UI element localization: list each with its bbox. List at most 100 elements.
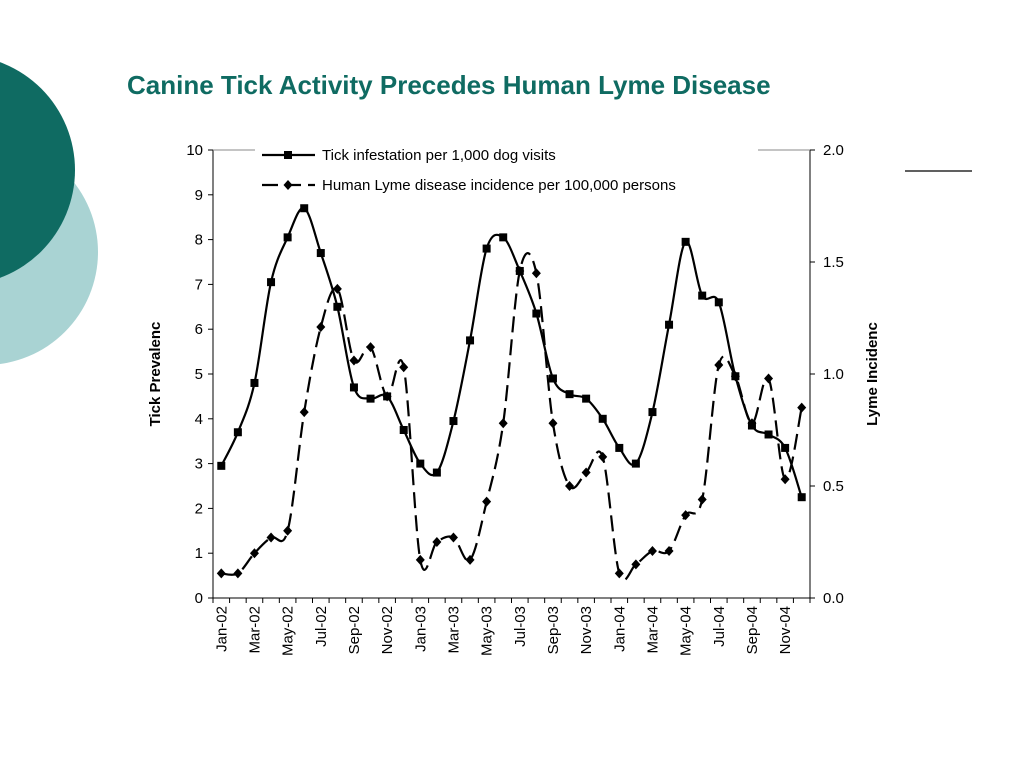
x-tick-label: Jul-04 xyxy=(711,606,728,647)
data-point-tick-infestation xyxy=(631,459,640,468)
data-point-lyme-incidence xyxy=(797,402,807,413)
data-point-lyme-incidence xyxy=(515,265,525,276)
data-point-lyme-incidence xyxy=(747,418,757,429)
legend-marker-lyme-incidence xyxy=(283,180,293,190)
y-right-tick-label: 0.0 xyxy=(823,590,844,607)
x-tick-label: May-03 xyxy=(479,606,496,656)
data-point-lyme-incidence xyxy=(448,532,458,543)
data-point-tick-infestation xyxy=(565,390,574,399)
y-axis-left-title: Tick Prevalenc xyxy=(147,322,164,427)
y-right-tick-label: 0.5 xyxy=(823,478,844,495)
data-point-tick-infestation xyxy=(681,237,690,246)
x-tick-label: Mar-04 xyxy=(644,606,661,654)
y-left-tick-label: 9 xyxy=(195,187,203,204)
data-point-tick-infestation xyxy=(217,461,226,470)
data-point-tick-infestation xyxy=(349,383,358,392)
data-point-tick-infestation xyxy=(797,493,806,502)
y-left-tick-label: 6 xyxy=(195,321,203,338)
legend-label-lyme-incidence: Human Lyme disease incidence per 100,000… xyxy=(322,177,676,194)
data-point-lyme-incidence xyxy=(249,548,259,559)
data-point-tick-infestation xyxy=(548,374,557,383)
data-point-lyme-incidence xyxy=(780,474,790,485)
decorative-dark-circle xyxy=(0,62,75,278)
data-point-tick-infestation xyxy=(665,320,674,329)
data-point-tick-infestation xyxy=(615,443,624,452)
data-point-lyme-incidence xyxy=(697,494,707,505)
series-line-lyme-incidence xyxy=(221,252,803,582)
data-point-lyme-incidence xyxy=(664,545,674,556)
y-left-tick-label: 5 xyxy=(195,366,203,383)
data-point-tick-infestation xyxy=(714,298,723,307)
x-tick-label: Jan-02 xyxy=(213,606,230,652)
y-right-tick-label: 2.0 xyxy=(823,142,844,159)
x-tick-label: Sep-03 xyxy=(545,606,562,654)
data-point-lyme-incidence xyxy=(631,559,641,570)
data-point-tick-infestation xyxy=(416,459,425,468)
data-point-lyme-incidence xyxy=(482,496,492,507)
data-point-lyme-incidence xyxy=(382,391,392,402)
data-point-lyme-incidence xyxy=(266,532,276,543)
data-point-lyme-incidence xyxy=(498,418,508,429)
y-left-tick-label: 7 xyxy=(195,276,203,293)
data-point-lyme-incidence xyxy=(399,362,409,373)
data-point-tick-infestation xyxy=(283,233,292,242)
data-point-lyme-incidence xyxy=(614,568,624,579)
data-point-tick-infestation xyxy=(432,468,441,477)
y-left-tick-label: 8 xyxy=(195,232,203,249)
data-point-lyme-incidence xyxy=(415,554,425,565)
data-point-tick-infestation xyxy=(300,204,309,213)
legend-label-tick-infestation: Tick infestation per 1,000 dog visits xyxy=(322,147,556,164)
data-point-tick-infestation xyxy=(366,394,375,403)
data-point-lyme-incidence xyxy=(548,418,558,429)
data-point-tick-infestation xyxy=(532,309,541,318)
data-point-lyme-incidence xyxy=(233,568,243,579)
y-right-tick-label: 1.5 xyxy=(823,254,844,271)
y-left-tick-label: 3 xyxy=(195,456,203,473)
y-left-tick-label: 4 xyxy=(195,411,203,428)
data-point-tick-infestation xyxy=(466,336,475,345)
x-tick-label: Nov-03 xyxy=(578,606,595,654)
data-point-lyme-incidence xyxy=(531,268,541,279)
data-point-lyme-incidence xyxy=(349,355,359,366)
y-left-tick-label: 2 xyxy=(195,500,203,517)
x-tick-label: Jan-04 xyxy=(611,606,628,652)
data-point-lyme-incidence xyxy=(332,283,342,294)
legend-marker-tick-infestation xyxy=(284,151,292,159)
data-point-lyme-incidence xyxy=(730,371,740,382)
data-point-lyme-incidence xyxy=(316,321,326,332)
slide-title: Canine Tick Activity Precedes Human Lyme… xyxy=(127,70,771,100)
data-point-tick-infestation xyxy=(482,244,491,253)
x-tick-label: May-02 xyxy=(280,606,297,656)
data-point-lyme-incidence xyxy=(366,342,376,353)
data-point-tick-infestation xyxy=(648,408,657,417)
data-point-tick-infestation xyxy=(449,417,458,426)
x-tick-label: Jan-03 xyxy=(412,606,429,652)
data-point-tick-infestation xyxy=(582,394,591,403)
data-point-tick-infestation xyxy=(399,426,408,434)
data-point-lyme-incidence xyxy=(565,481,575,491)
data-point-lyme-incidence xyxy=(216,568,226,579)
data-point-tick-infestation xyxy=(233,428,242,437)
x-tick-label: Nov-02 xyxy=(379,606,396,654)
y-axis-right-title: Lyme Incidenc xyxy=(864,322,881,426)
x-tick-label: May-04 xyxy=(678,606,695,656)
data-point-tick-infestation xyxy=(698,291,707,300)
y-left-tick-label: 1 xyxy=(195,545,203,562)
data-point-lyme-incidence xyxy=(581,467,591,478)
data-point-tick-infestation xyxy=(333,302,342,311)
x-tick-label: Mar-03 xyxy=(445,606,462,654)
x-tick-label: Sep-02 xyxy=(346,606,363,654)
x-tick-label: Mar-02 xyxy=(246,606,263,654)
data-point-lyme-incidence xyxy=(714,360,724,371)
data-point-lyme-incidence xyxy=(283,525,293,536)
x-tick-label: Sep-04 xyxy=(744,606,761,654)
y-left-tick-label: 0 xyxy=(195,590,203,607)
data-point-lyme-incidence xyxy=(465,554,475,565)
x-tick-label: Jul-03 xyxy=(512,606,529,647)
data-point-tick-infestation xyxy=(250,378,259,387)
data-point-tick-infestation xyxy=(781,443,790,452)
y-left-tick-label: 10 xyxy=(186,142,203,159)
data-point-tick-infestation xyxy=(598,414,607,423)
